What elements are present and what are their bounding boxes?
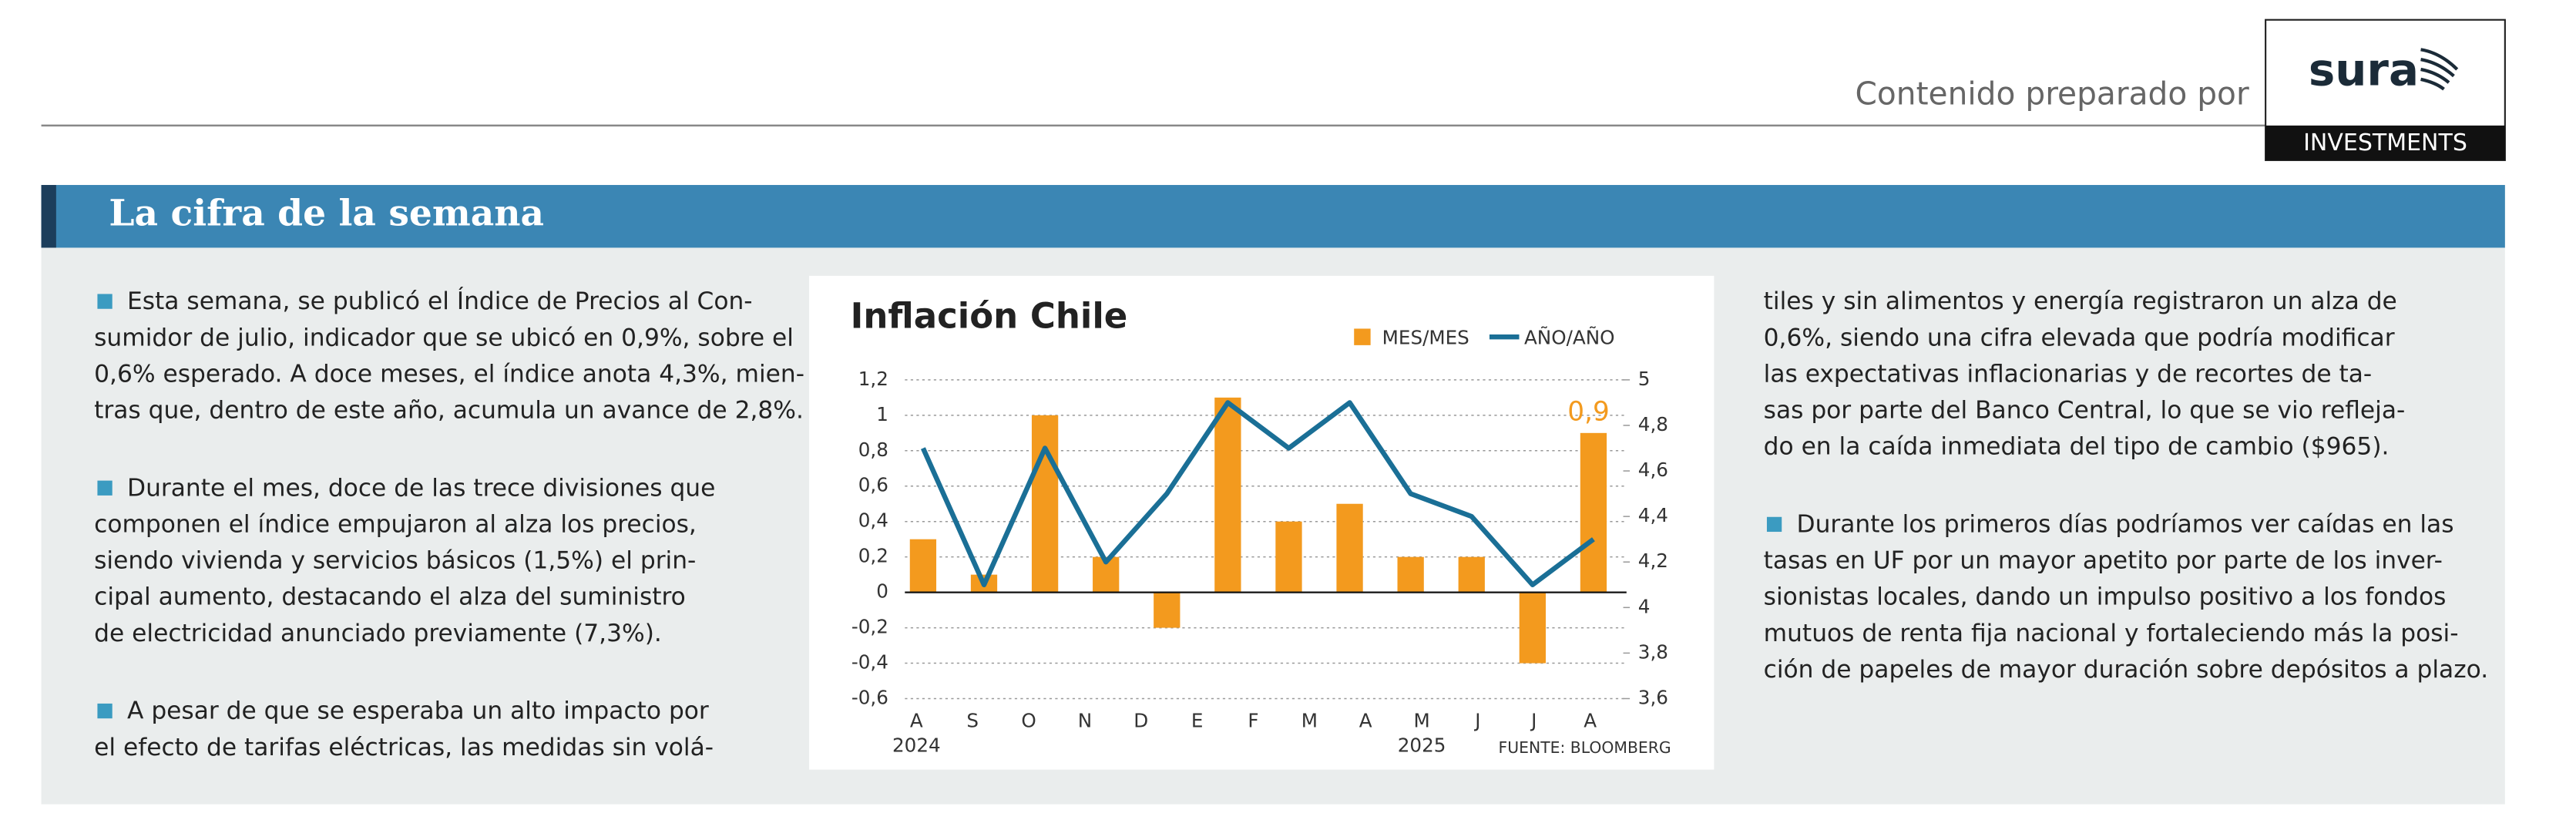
- x-tick-label: O: [1021, 709, 1036, 731]
- y-tick-label: 0,8: [858, 439, 888, 461]
- body-line: Esta semana, se publicó el Índice de Pre…: [127, 286, 753, 315]
- bar: [1031, 415, 1059, 593]
- chart-panel: [809, 275, 1715, 770]
- body-line: Durante el mes, doce de las trece divisi…: [127, 474, 715, 502]
- body-line: 0,6%, siendo una cifra elevada que podrí…: [1764, 324, 2395, 351]
- year-label: 2025: [1398, 734, 1446, 757]
- body-line: siendo vivienda y servicios básicos (1,5…: [94, 547, 696, 575]
- y2-tick-label: 3,6: [1638, 686, 1668, 708]
- bar: [1275, 521, 1302, 593]
- x-tick-label: N: [1078, 709, 1092, 731]
- banner-stripe: [41, 185, 56, 248]
- bar: [1458, 556, 1485, 593]
- x-tick-label: A: [910, 709, 923, 731]
- body-line: sionistas locales, dando un impulso posi…: [1764, 583, 2447, 611]
- bullet: [97, 294, 113, 309]
- x-tick-label: F: [1248, 709, 1258, 731]
- logo-wing: [2420, 48, 2459, 91]
- y-tick-label: -0,4: [851, 651, 888, 674]
- body-line: el efecto de tarifas eléctricas, las med…: [94, 734, 714, 761]
- legend-label: AÑO/AÑO: [1524, 325, 1615, 348]
- logo-sub: INVESTMENTS: [2303, 129, 2467, 156]
- body-line: de electricidad anunciado previamente (7…: [94, 620, 662, 647]
- body-line: Durante los primeros días podríamos ver …: [1797, 510, 2454, 538]
- x-tick-label: J: [1530, 709, 1537, 731]
- y2-tick-label: 4,4: [1638, 504, 1668, 526]
- bullet: [97, 480, 113, 496]
- body-line: sas por parte del Banco Central, lo que …: [1764, 397, 2406, 425]
- bullet: [1766, 516, 1782, 533]
- logo-band: [2265, 125, 2505, 160]
- body-line: do en la caída inmediata del tipo de cam…: [1764, 433, 2390, 461]
- y2-tick-label: 5: [1638, 368, 1651, 390]
- body-line: tasas en UF por un mayor apetito por par…: [1764, 547, 2443, 575]
- bar: [1397, 556, 1424, 593]
- y-tick-label: 0,2: [858, 545, 888, 567]
- x-tick-label: A: [1584, 709, 1597, 731]
- chart-title: Inflación Chile: [851, 296, 1128, 337]
- y-tick-label: 1,2: [858, 368, 888, 390]
- x-tick-label: J: [1473, 709, 1480, 731]
- bullet: [97, 703, 113, 719]
- value-label: 0,9: [1567, 397, 1610, 428]
- body-line: tras que, dentro de este año, acumula un…: [94, 397, 804, 425]
- bar: [1580, 432, 1607, 593]
- x-tick-label: D: [1134, 709, 1148, 731]
- y2-tick-label: 4: [1638, 595, 1651, 617]
- chart-source: FUENTE: BLOOMBERG: [1499, 738, 1671, 757]
- body-line: tiles y sin alimentos y energía registra…: [1764, 287, 2397, 315]
- y-tick-label: -0,6: [851, 686, 888, 708]
- logo-brand: sura: [2309, 43, 2419, 96]
- y2-tick-label: 3,8: [1638, 640, 1668, 663]
- year-label: 2024: [892, 734, 941, 757]
- body-line: componen el índice empujaron al alza los…: [94, 510, 697, 538]
- x-tick-label: A: [1359, 709, 1372, 731]
- y-tick-label: -0,2: [851, 616, 888, 638]
- y2-tick-label: 4,6: [1638, 459, 1668, 481]
- y2-tick-label: 4,8: [1638, 413, 1668, 435]
- body-line: sumidor de julio, indicador que se ubicó…: [94, 324, 794, 351]
- bar: [1154, 592, 1181, 628]
- body-line: cipal aumento, destacando el alza del su…: [94, 583, 686, 611]
- x-tick-label: E: [1191, 709, 1204, 731]
- y-tick-label: 0: [876, 580, 888, 603]
- bar: [1214, 397, 1241, 593]
- bar: [1519, 592, 1546, 664]
- banner: [41, 185, 2505, 248]
- body-line: las expectativas inflacionarias y de rec…: [1764, 360, 2373, 388]
- prepared-by: Contenido preparado por: [1855, 75, 2249, 112]
- body-line: mutuos de renta fija nacional y fortalec…: [1764, 620, 2459, 647]
- y-tick-label: 1: [876, 403, 888, 425]
- x-tick-label: M: [1301, 709, 1318, 731]
- x-tick-label: M: [1413, 709, 1429, 731]
- x-tick-label: S: [966, 709, 979, 731]
- body-line: 0,6% esperado. A doce meses, el índice a…: [94, 360, 804, 388]
- y-tick-label: 0,6: [858, 474, 888, 496]
- body-line: A pesar de que se esperaba un alto impac…: [127, 697, 709, 725]
- line: [920, 400, 1595, 587]
- y2-tick-label: 4,2: [1638, 549, 1668, 572]
- body-line: ción de papeles de mayor duración sobre …: [1764, 656, 2489, 684]
- legend-swatch: [1354, 328, 1371, 345]
- y-tick-label: 0,4: [858, 509, 888, 532]
- section-title: La cifra de la semana: [109, 193, 544, 235]
- bar: [1336, 503, 1363, 593]
- legend-label: MES/MES: [1382, 326, 1469, 348]
- bar: [909, 539, 937, 593]
